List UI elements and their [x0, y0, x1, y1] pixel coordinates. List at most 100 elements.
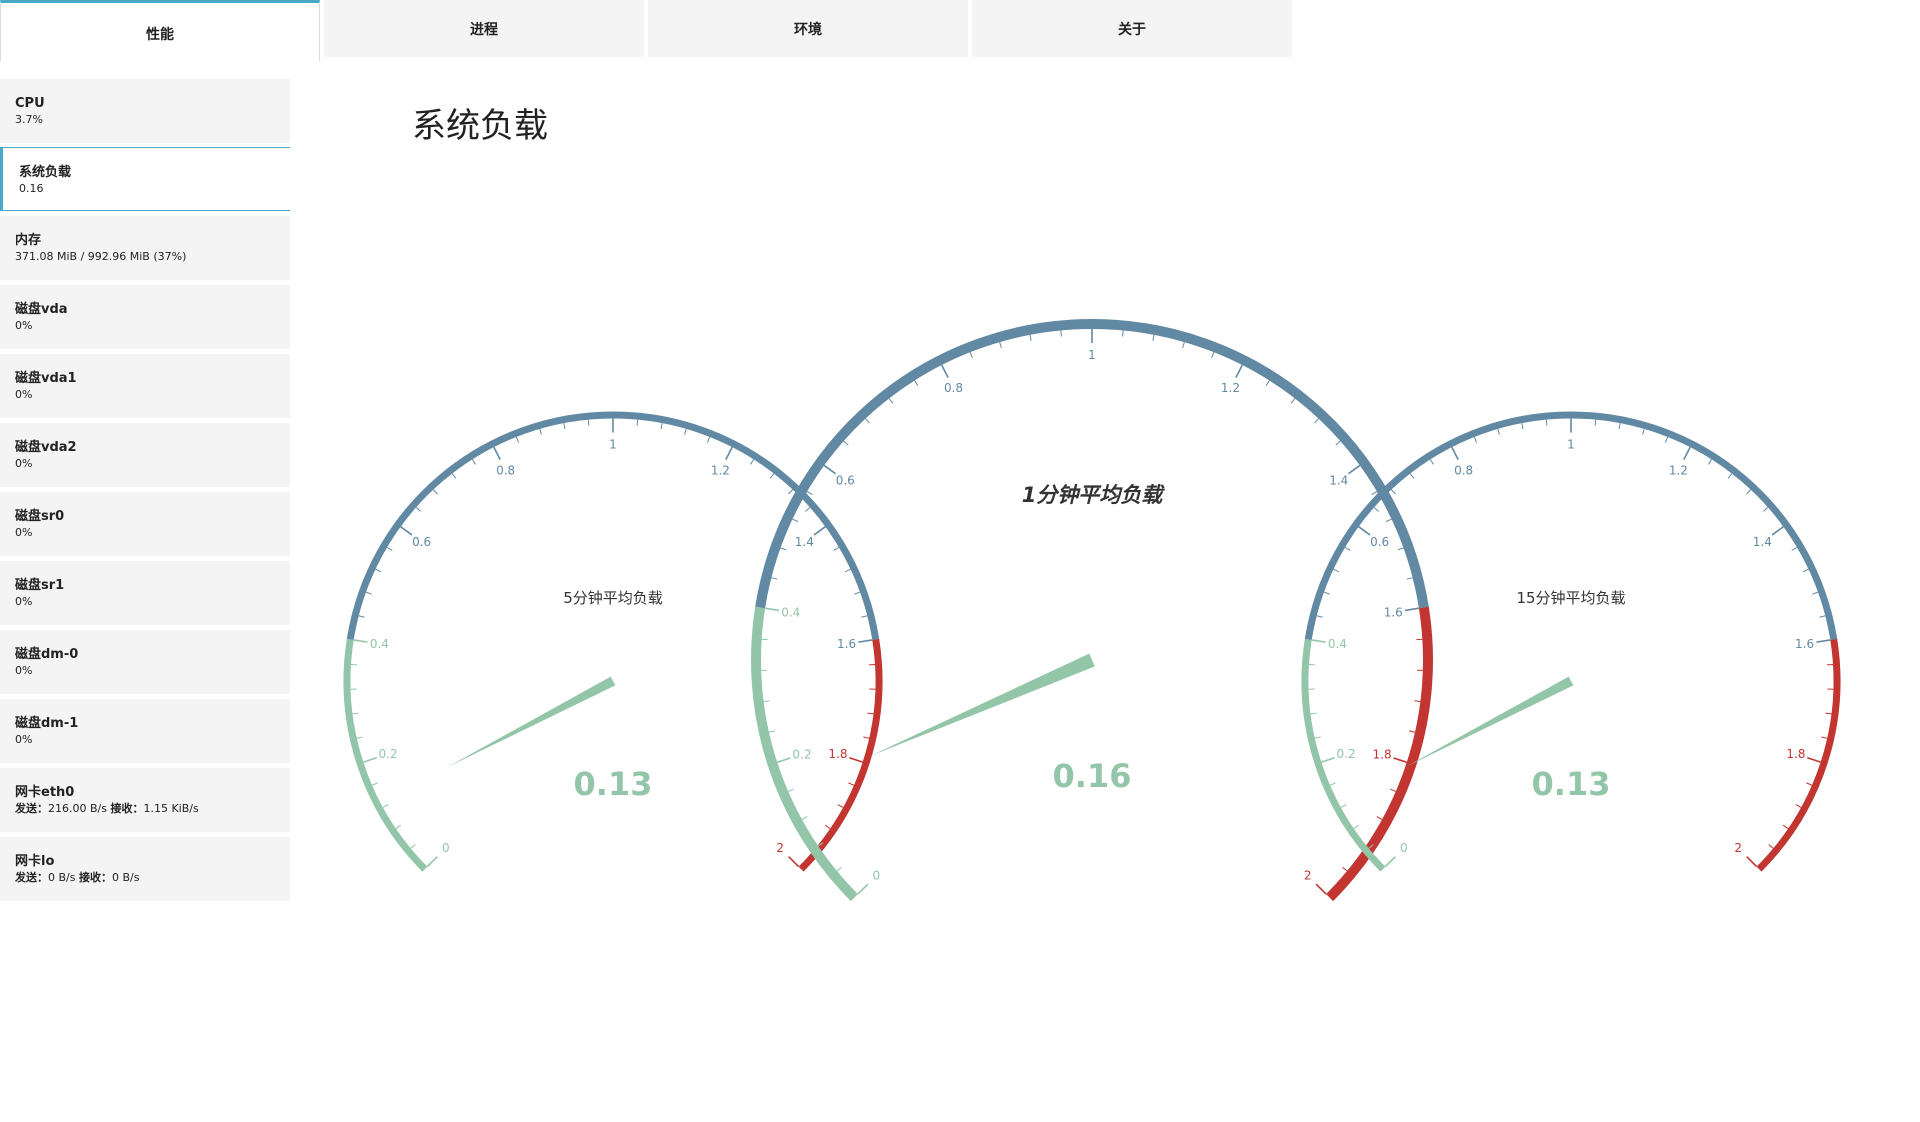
gauge-needle [447, 676, 616, 767]
sidebar-item-disk-vda1[interactable]: 磁盘vda1 0% [0, 354, 290, 418]
gauge-major-tick [363, 757, 377, 763]
gauge-minor-tick [1642, 428, 1645, 435]
gauge-value: 0.16 [1053, 757, 1132, 795]
sidebar-item-value: 0% [15, 388, 33, 401]
gauge-band [1304, 411, 1838, 640]
gauge-minor-tick [865, 418, 870, 424]
tab-processes[interactable]: 进程 [324, 0, 644, 57]
gauge-tick-label: 0.4 [781, 605, 800, 619]
gauge-minor-tick [1290, 398, 1296, 404]
gauge-major-tick [400, 526, 413, 536]
gauge-tick-label: 1.4 [1329, 474, 1348, 488]
gauge-minor-tick [1122, 330, 1124, 337]
gauge-minor-tick [371, 782, 378, 786]
sidebar-item-disk-sr0[interactable]: 磁盘sr0 0% [0, 492, 290, 556]
gauge-minor-tick [1521, 423, 1524, 430]
sidebar-item-cpu[interactable]: CPU 3.7% [0, 79, 290, 143]
gauge-minor-tick [1340, 804, 1347, 808]
gauge-minor-tick [844, 568, 851, 573]
gauge-minor-tick [1397, 547, 1404, 551]
sidebar-item-load[interactable]: 系统负载 0.16 [0, 147, 290, 211]
tab-performance[interactable]: 性能 [0, 0, 320, 61]
sidebar-item-title: 磁盘vda [15, 302, 68, 317]
gauge-tick-label: 1 [1088, 348, 1096, 362]
gauge-minor-tick [1825, 712, 1832, 715]
sidebar-item-disk-vda2[interactable]: 磁盘vda2 0% [0, 423, 290, 487]
sidebar-item-value: 3.7% [15, 113, 43, 126]
tab-about[interactable]: 关于 [972, 0, 1292, 57]
gauge-major-tick [1683, 446, 1691, 460]
gauge-minor-tick [1265, 380, 1270, 386]
gauge-minor-tick [1329, 782, 1336, 786]
gauge-minor-tick [837, 804, 844, 808]
gauge-tick-label: 1.2 [711, 463, 730, 477]
gauge-minor-tick [587, 419, 590, 426]
gauge-major-tick [1404, 607, 1420, 612]
gauge-minor-tick [848, 782, 855, 786]
sidebar-item-disk-dm-0[interactable]: 磁盘dm-0 0% [0, 630, 290, 694]
sidebar-item-title: 磁盘sr0 [15, 509, 65, 524]
gauge-major-tick [1771, 526, 1784, 536]
gauge-minor-tick [432, 489, 438, 495]
sidebar-item-nic-lo[interactable]: 网卡lo 发送：0 B/s 接收：0 B/s [0, 837, 290, 901]
sidebar-item-memory[interactable]: 内存 371.08 MiB / 992.96 MiB (37%) [0, 216, 290, 280]
gauge-minor-tick [1768, 844, 1774, 849]
gauge-minor-tick [386, 546, 393, 551]
gauge-value: 0.13 [1532, 765, 1611, 803]
gauge-minor-tick [1310, 712, 1317, 715]
gauge-minor-tick [805, 507, 811, 512]
gauge-tick-label: 1.6 [1795, 637, 1814, 651]
gauge-minor-tick [788, 489, 794, 495]
gauge-minor-tick [1060, 330, 1062, 337]
gauge-minor-tick [1333, 568, 1340, 573]
gauge-tick-label: 2 [776, 841, 784, 855]
gauge-minor-tick [1316, 615, 1323, 618]
sidebar-item-title: 内存 [15, 233, 42, 248]
gauge-minor-tick [1368, 844, 1374, 849]
gauge-minor-tick [1373, 507, 1379, 512]
gauge-tick-label: 2 [1734, 841, 1742, 855]
gauge-minor-tick [1821, 736, 1828, 739]
gauge-major-tick [823, 464, 837, 475]
gauge-tick-label: 1.6 [837, 637, 856, 651]
gauge-minor-tick [1323, 591, 1330, 595]
gauge-tick-label: 0.8 [944, 381, 963, 395]
send-label: 发送： [15, 802, 48, 815]
gauge-minor-tick [801, 816, 808, 820]
sidebar-item-disk-sr1[interactable]: 磁盘sr1 0% [0, 561, 290, 625]
gauge-minor-tick [1211, 352, 1215, 359]
gauge-minor-tick [451, 473, 457, 479]
gauge-minor-tick [1791, 546, 1798, 551]
gauge-15min: 0 0.2 0.4 0.6 0.8 1 1.2 1.4 1.6 1.8 2 15分钟平均负载 0.13 [1301, 411, 1841, 872]
gauge-minor-tick [833, 546, 840, 551]
gauge-minor-tick [1342, 866, 1348, 872]
gauge-major-tick [788, 856, 800, 868]
sidebar-item-disk-dm-1[interactable]: 磁盘dm-1 0% [0, 699, 290, 763]
gauge-minor-tick [1152, 334, 1155, 341]
gauge-tick-label: 0.8 [496, 463, 515, 477]
gauge-major-tick [849, 757, 863, 763]
gauge-tick-label: 0 [442, 841, 450, 855]
gauge-minor-tick [969, 352, 973, 359]
gauge-minor-tick [1727, 473, 1733, 479]
sidebar-item-disk-vda[interactable]: 磁盘vda 0% [0, 285, 290, 349]
gauge-minor-tick [636, 419, 639, 426]
gauge-major-tick [1321, 757, 1335, 763]
gauge-minor-tick [836, 866, 842, 872]
gauge-minor-tick [806, 491, 813, 495]
gauge-major-tick [764, 607, 780, 612]
tab-environment[interactable]: 环境 [648, 0, 968, 57]
sidebar-item-nic-eth0[interactable]: 网卡eth0 发送：216.00 B/s 接收：1.15 KiB/s [0, 768, 290, 832]
gauge-minor-tick [788, 788, 794, 792]
gauge-minor-tick [1802, 568, 1809, 573]
gauge-tick-label: 2 [1304, 869, 1312, 883]
gauge-minor-tick [1314, 418, 1319, 424]
gauge-minor-tick [1497, 428, 1500, 435]
gauge-minor-tick [1353, 824, 1360, 829]
gauge-tick-label: 1.2 [1669, 463, 1688, 477]
sidebar-item-title: 磁盘vda2 [15, 440, 77, 455]
gauge-tick-label: 1 [1567, 438, 1575, 452]
gauge-tick-label: 0.6 [412, 535, 431, 549]
gauge-tick-label: 0.8 [1454, 463, 1473, 477]
